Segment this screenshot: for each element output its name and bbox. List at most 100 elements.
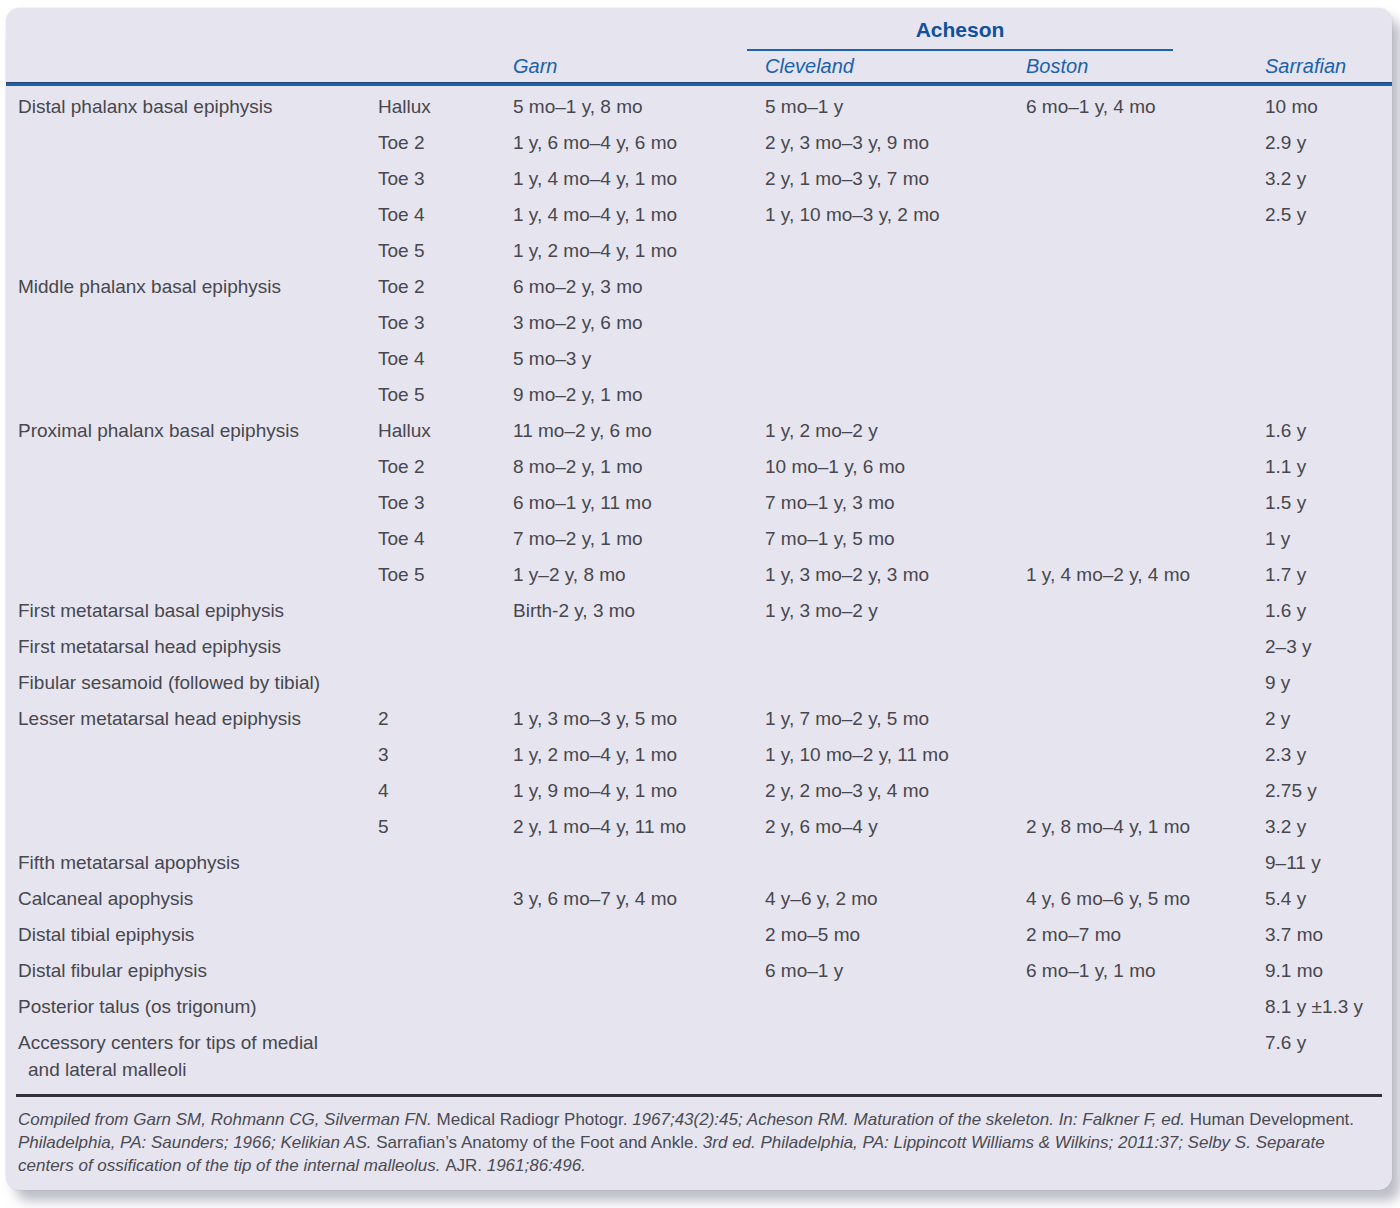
table-row: First metatarsal head epiphysis2–3 y xyxy=(18,629,1380,665)
table-row: Toe 36 mo–1 y, 11 mo7 mo–1 y, 3 mo1.5 y xyxy=(18,485,1380,521)
cell-site: Toe 4 xyxy=(378,521,513,557)
cell-structure-label: Middle phalanx basal epiphysis xyxy=(18,269,378,305)
table-row: Toe 45 mo–3 y xyxy=(18,341,1380,377)
cell-cleveland: 7 mo–1 y, 5 mo xyxy=(765,521,1026,557)
column-header-spacer-label xyxy=(18,54,378,78)
cell-garn: 1 y, 4 mo–4 y, 1 mo xyxy=(513,197,765,233)
footnote: Compiled from Garn SM, Rohmann CG, Silve… xyxy=(18,1108,1370,1177)
cell-garn: 3 mo–2 y, 6 mo xyxy=(513,305,765,341)
cell-boston: 2 mo–7 mo xyxy=(1026,917,1265,953)
footnote-segment: Philadelphia, PA: Saunders; 1966; Keliki… xyxy=(18,1133,376,1152)
cell-sarrafian: 2.3 y xyxy=(1265,737,1380,773)
table-row: Toe 21 y, 6 mo–4 y, 6 mo2 y, 3 mo–3 y, 9… xyxy=(18,125,1380,161)
cell-sarrafian: 3.7 mo xyxy=(1265,917,1380,953)
table-row: Accessory centers for tips of medialand … xyxy=(18,1025,1380,1084)
cell-garn: 1 y, 2 mo–4 y, 1 mo xyxy=(513,737,765,773)
cell-cleveland: 1 y, 2 mo–2 y xyxy=(765,413,1026,449)
cell-cleveland: 7 mo–1 y, 3 mo xyxy=(765,485,1026,521)
table-row: Toe 51 y–2 y, 8 mo1 y, 3 mo–2 y, 3 mo1 y… xyxy=(18,557,1380,593)
cell-site: Toe 5 xyxy=(378,233,513,269)
table-row: Distal fibular epiphysis6 mo–1 y6 mo–1 y… xyxy=(18,953,1380,989)
cell-site: Toe 3 xyxy=(378,161,513,197)
table-row: 52 y, 1 mo–4 y, 11 mo2 y, 6 mo–4 y2 y, 8… xyxy=(18,809,1380,845)
cell-cleveland: 1 y, 3 mo–2 y, 3 mo xyxy=(765,557,1026,593)
table-row: Toe 59 mo–2 y, 1 mo xyxy=(18,377,1380,413)
cell-site: Toe 3 xyxy=(378,305,513,341)
footnote-segment: Medical Radiogr Photogr. xyxy=(437,1110,633,1129)
cell-structure-label: Distal fibular epiphysis xyxy=(18,953,378,989)
cell-garn: 5 mo–3 y xyxy=(513,341,765,377)
cell-structure-label: Accessory centers for tips of medialand … xyxy=(18,1025,378,1084)
cell-sarrafian: 5.4 y xyxy=(1265,881,1380,917)
cell-boston: 4 y, 6 mo–6 y, 5 mo xyxy=(1026,881,1265,917)
table-row: Posterior talus (os trigonum)8.1 y ±1.3 … xyxy=(18,989,1380,1025)
cell-boston: 6 mo–1 y, 4 mo xyxy=(1026,89,1265,125)
column-header-cleveland: Cleveland xyxy=(765,54,1026,78)
cell-garn: 1 y, 4 mo–4 y, 1 mo xyxy=(513,161,765,197)
table-header: Acheson Garn Cleveland Boston Sarrafian xyxy=(6,8,1392,89)
table-row: Lesser metatarsal head epiphysis21 y, 3 … xyxy=(18,701,1380,737)
cell-structure-label: Calcaneal apophysis xyxy=(18,881,378,917)
cell-sarrafian: 7.6 y xyxy=(1265,1025,1380,1061)
cell-sarrafian: 3.2 y xyxy=(1265,161,1380,197)
footnote-segment: 1967;43(2):45; Acheson RM. Maturation of… xyxy=(632,1110,1190,1129)
cell-cleveland: 2 y, 3 mo–3 y, 9 mo xyxy=(765,125,1026,161)
cell-site: 5 xyxy=(378,809,513,845)
table-row: Toe 41 y, 4 mo–4 y, 1 mo1 y, 10 mo–3 y, … xyxy=(18,197,1380,233)
cell-sarrafian: 1 y xyxy=(1265,521,1380,557)
cell-sarrafian: 1.7 y xyxy=(1265,557,1380,593)
cell-sarrafian: 2.75 y xyxy=(1265,773,1380,809)
cell-sarrafian: 1.5 y xyxy=(1265,485,1380,521)
cell-site: 3 xyxy=(378,737,513,773)
cell-sarrafian: 1.6 y xyxy=(1265,593,1380,629)
cell-sarrafian: 2 y xyxy=(1265,701,1380,737)
footer-rule xyxy=(16,1094,1382,1097)
cell-garn: 3 y, 6 mo–7 y, 4 mo xyxy=(513,881,765,917)
footnote-segment: Compiled from Garn SM, Rohmann CG, Silve… xyxy=(18,1110,437,1129)
cell-sarrafian: 1.6 y xyxy=(1265,413,1380,449)
column-headers-row: Garn Cleveland Boston Sarrafian xyxy=(18,54,1380,78)
column-header-sarrafian: Sarrafian xyxy=(1265,54,1380,78)
column-group-header-acheson: Acheson xyxy=(747,18,1173,51)
cell-cleveland: 10 mo–1 y, 6 mo xyxy=(765,449,1026,485)
table-row: Fifth metatarsal apophysis 9–11 y xyxy=(18,845,1380,881)
table-row: Proximal phalanx basal epiphysisHallux11… xyxy=(18,413,1380,449)
cell-structure-label: First metatarsal head epiphysis xyxy=(18,629,378,665)
cell-garn: 7 mo–2 y, 1 mo xyxy=(513,521,765,557)
header-rule xyxy=(6,82,1392,86)
cell-site: Toe 4 xyxy=(378,197,513,233)
cell-cleveland: 6 mo–1 y xyxy=(765,953,1026,989)
cell-garn: 1 y–2 y, 8 mo xyxy=(513,557,765,593)
cell-garn: Birth-2 y, 3 mo xyxy=(513,593,765,629)
cell-sarrafian: 9.1 mo xyxy=(1265,953,1380,989)
cell-cleveland: 2 y, 2 mo–3 y, 4 mo xyxy=(765,773,1026,809)
cell-boston: 1 y, 4 mo–2 y, 4 mo xyxy=(1026,557,1265,593)
table-row: Toe 47 mo–2 y, 1 mo7 mo–1 y, 5 mo 1 y xyxy=(18,521,1380,557)
table-row: Calcaneal apophysis 3 y, 6 mo–7 y, 4 mo 4 … xyxy=(18,881,1380,917)
cell-boston: 2 y, 8 mo–4 y, 1 mo xyxy=(1026,809,1265,845)
table-row: Toe 33 mo–2 y, 6 mo xyxy=(18,305,1380,341)
cell-cleveland: 2 y, 6 mo–4 y xyxy=(765,809,1026,845)
cell-sarrafian: 9–11 y xyxy=(1265,845,1380,881)
cell-garn: 8 mo–2 y, 1 mo xyxy=(513,449,765,485)
cell-structure-label: Proximal phalanx basal epiphysis xyxy=(18,413,378,449)
cell-structure-label: Fifth metatarsal apophysis xyxy=(18,845,378,881)
cell-garn: 1 y, 3 mo–3 y, 5 mo xyxy=(513,701,765,737)
cell-cleveland: 1 y, 10 mo–2 y, 11 mo xyxy=(765,737,1026,773)
table-row: Toe 28 mo–2 y, 1 mo10 mo–1 y, 6 mo1.1 y xyxy=(18,449,1380,485)
cell-sarrafian: 3.2 y xyxy=(1265,809,1380,845)
footnote-segment: 1961;86:496. xyxy=(487,1156,586,1175)
cell-site: Toe 2 xyxy=(378,125,513,161)
table-row: Toe 51 y, 2 mo–4 y, 1 mo xyxy=(18,233,1380,269)
cell-garn: 1 y, 2 mo–4 y, 1 mo xyxy=(513,233,765,269)
cell-site: Toe 5 xyxy=(378,377,513,413)
table-row: 41 y, 9 mo–4 y, 1 mo2 y, 2 mo–3 y, 4 mo2… xyxy=(18,773,1380,809)
cell-site: Hallux xyxy=(378,89,513,125)
cell-site: Hallux xyxy=(378,413,513,449)
table-body: Distal phalanx basal epiphysisHallux5 mo… xyxy=(18,89,1380,1084)
cell-structure-label: Posterior talus (os trigonum) xyxy=(18,989,378,1025)
cell-site: Toe 4 xyxy=(378,341,513,377)
cell-garn: 1 y, 6 mo–4 y, 6 mo xyxy=(513,125,765,161)
cell-garn: 9 mo–2 y, 1 mo xyxy=(513,377,765,413)
table-row: Distal tibial epiphysis2 mo–5 mo2 mo–7 m… xyxy=(18,917,1380,953)
